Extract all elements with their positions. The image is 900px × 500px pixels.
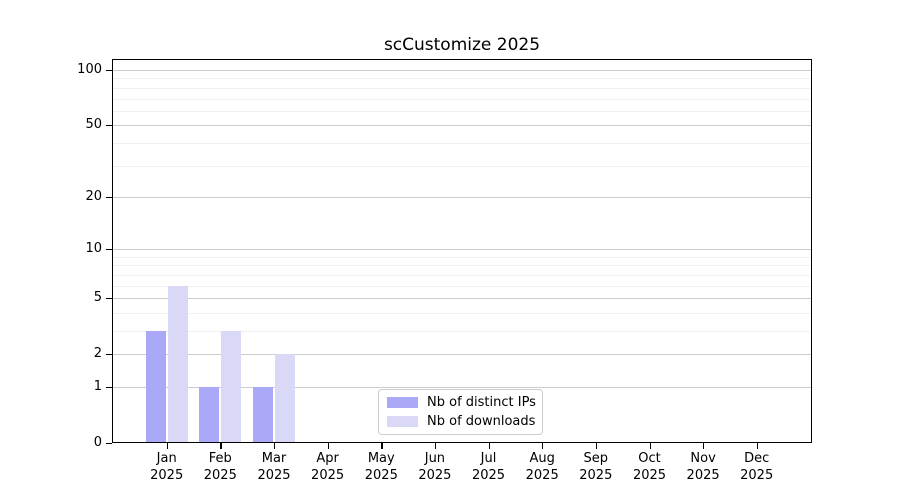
x-axis-tick-label: Nov 2025 — [686, 451, 720, 483]
y-axis-tick — [106, 196, 112, 199]
y-axis-tick-label: 10 — [85, 241, 102, 257]
legend-label-distinct-ips: Nb of distinct IPs — [427, 395, 536, 410]
x-axis-tick — [542, 443, 544, 449]
minor-gridline — [112, 285, 812, 287]
x-axis-tick — [327, 443, 329, 449]
y-axis-tick — [106, 298, 112, 300]
minor-gridline — [112, 265, 812, 267]
major-gridline — [112, 298, 812, 300]
x-axis-tick-label: Oct 2025 — [632, 451, 667, 483]
major-gridline — [112, 387, 812, 388]
major-gridline — [112, 354, 812, 356]
minor-gridline — [112, 78, 812, 80]
x-axis-tick-label: Apr 2025 — [311, 451, 345, 483]
x-axis-tick — [649, 443, 651, 449]
legend-item-distinct-ips: Nb of distinct IPs — [387, 395, 536, 410]
x-axis-tick — [595, 443, 598, 449]
legend: Nb of distinct IPs Nb of downloads — [378, 389, 543, 435]
legend-swatch-distinct-ips — [387, 397, 418, 408]
y-axis-tick-label: 2 — [93, 346, 102, 362]
x-axis-tick — [434, 443, 437, 449]
minor-gridline — [112, 142, 812, 144]
minor-gridline — [112, 274, 812, 276]
x-axis-tick-label: Feb 2025 — [203, 451, 237, 483]
y-axis-tick-label: 50 — [85, 117, 102, 133]
y-axis-tick — [106, 249, 112, 251]
y-axis-tick-label: 0 — [93, 435, 102, 450]
major-gridline — [112, 70, 812, 71]
bar-distinct-ips-feb-2025 — [199, 387, 220, 443]
minor-gridline — [112, 256, 812, 258]
major-gridline — [112, 249, 812, 251]
y-axis-tick-label: 1 — [93, 379, 102, 394]
bar-downloads-feb-2025 — [221, 331, 242, 443]
bar-distinct-ips-jan-2025 — [145, 331, 166, 443]
plot-area — [112, 59, 812, 443]
minor-gridline — [112, 110, 812, 112]
y-axis-tick — [106, 125, 112, 127]
minor-gridline — [112, 98, 812, 100]
bar-downloads-mar-2025 — [275, 354, 295, 443]
x-axis-tick-label: Jul 2025 — [471, 451, 506, 483]
x-axis-tick-label: Jan 2025 — [150, 451, 184, 483]
major-gridline — [112, 125, 812, 127]
x-axis-tick — [488, 443, 490, 449]
x-axis-tick-label: Aug 2025 — [525, 451, 559, 483]
legend-swatch-downloads — [387, 416, 418, 427]
y-axis-tick — [106, 354, 112, 356]
y-axis-tick — [106, 70, 112, 72]
x-axis-tick — [166, 443, 168, 449]
bar-downloads-jan-2025 — [167, 285, 188, 443]
bar-distinct-ips-mar-2025 — [253, 387, 273, 443]
x-axis-tick — [274, 443, 276, 449]
y-axis-tick-label: 20 — [85, 188, 102, 204]
x-axis-tick — [220, 443, 222, 449]
y-axis-tick-label: 5 — [93, 290, 102, 306]
minor-gridline — [112, 312, 812, 314]
x-axis-tick-label: May 2025 — [364, 451, 398, 483]
chart-title: scCustomize 2025 — [383, 35, 541, 55]
minor-gridline — [112, 331, 812, 332]
minor-gridline — [112, 165, 812, 167]
x-axis-tick-label: Dec 2025 — [740, 451, 774, 483]
x-axis-tick-label: Jun 2025 — [418, 451, 452, 483]
x-axis-tick-label: Sep 2025 — [579, 451, 613, 483]
x-axis-tick-label: Mar 2025 — [257, 451, 291, 483]
legend-label-downloads: Nb of downloads — [427, 414, 536, 429]
major-gridline — [112, 196, 812, 198]
y-axis-tick — [106, 387, 112, 389]
x-axis-tick — [381, 443, 383, 449]
y-axis-tick-label: 100 — [77, 62, 102, 77]
legend-item-downloads: Nb of downloads — [387, 414, 536, 429]
x-axis-tick — [756, 443, 758, 449]
minor-gridline — [112, 87, 812, 89]
x-axis-tick — [703, 443, 705, 449]
y-axis-tick — [106, 443, 112, 445]
